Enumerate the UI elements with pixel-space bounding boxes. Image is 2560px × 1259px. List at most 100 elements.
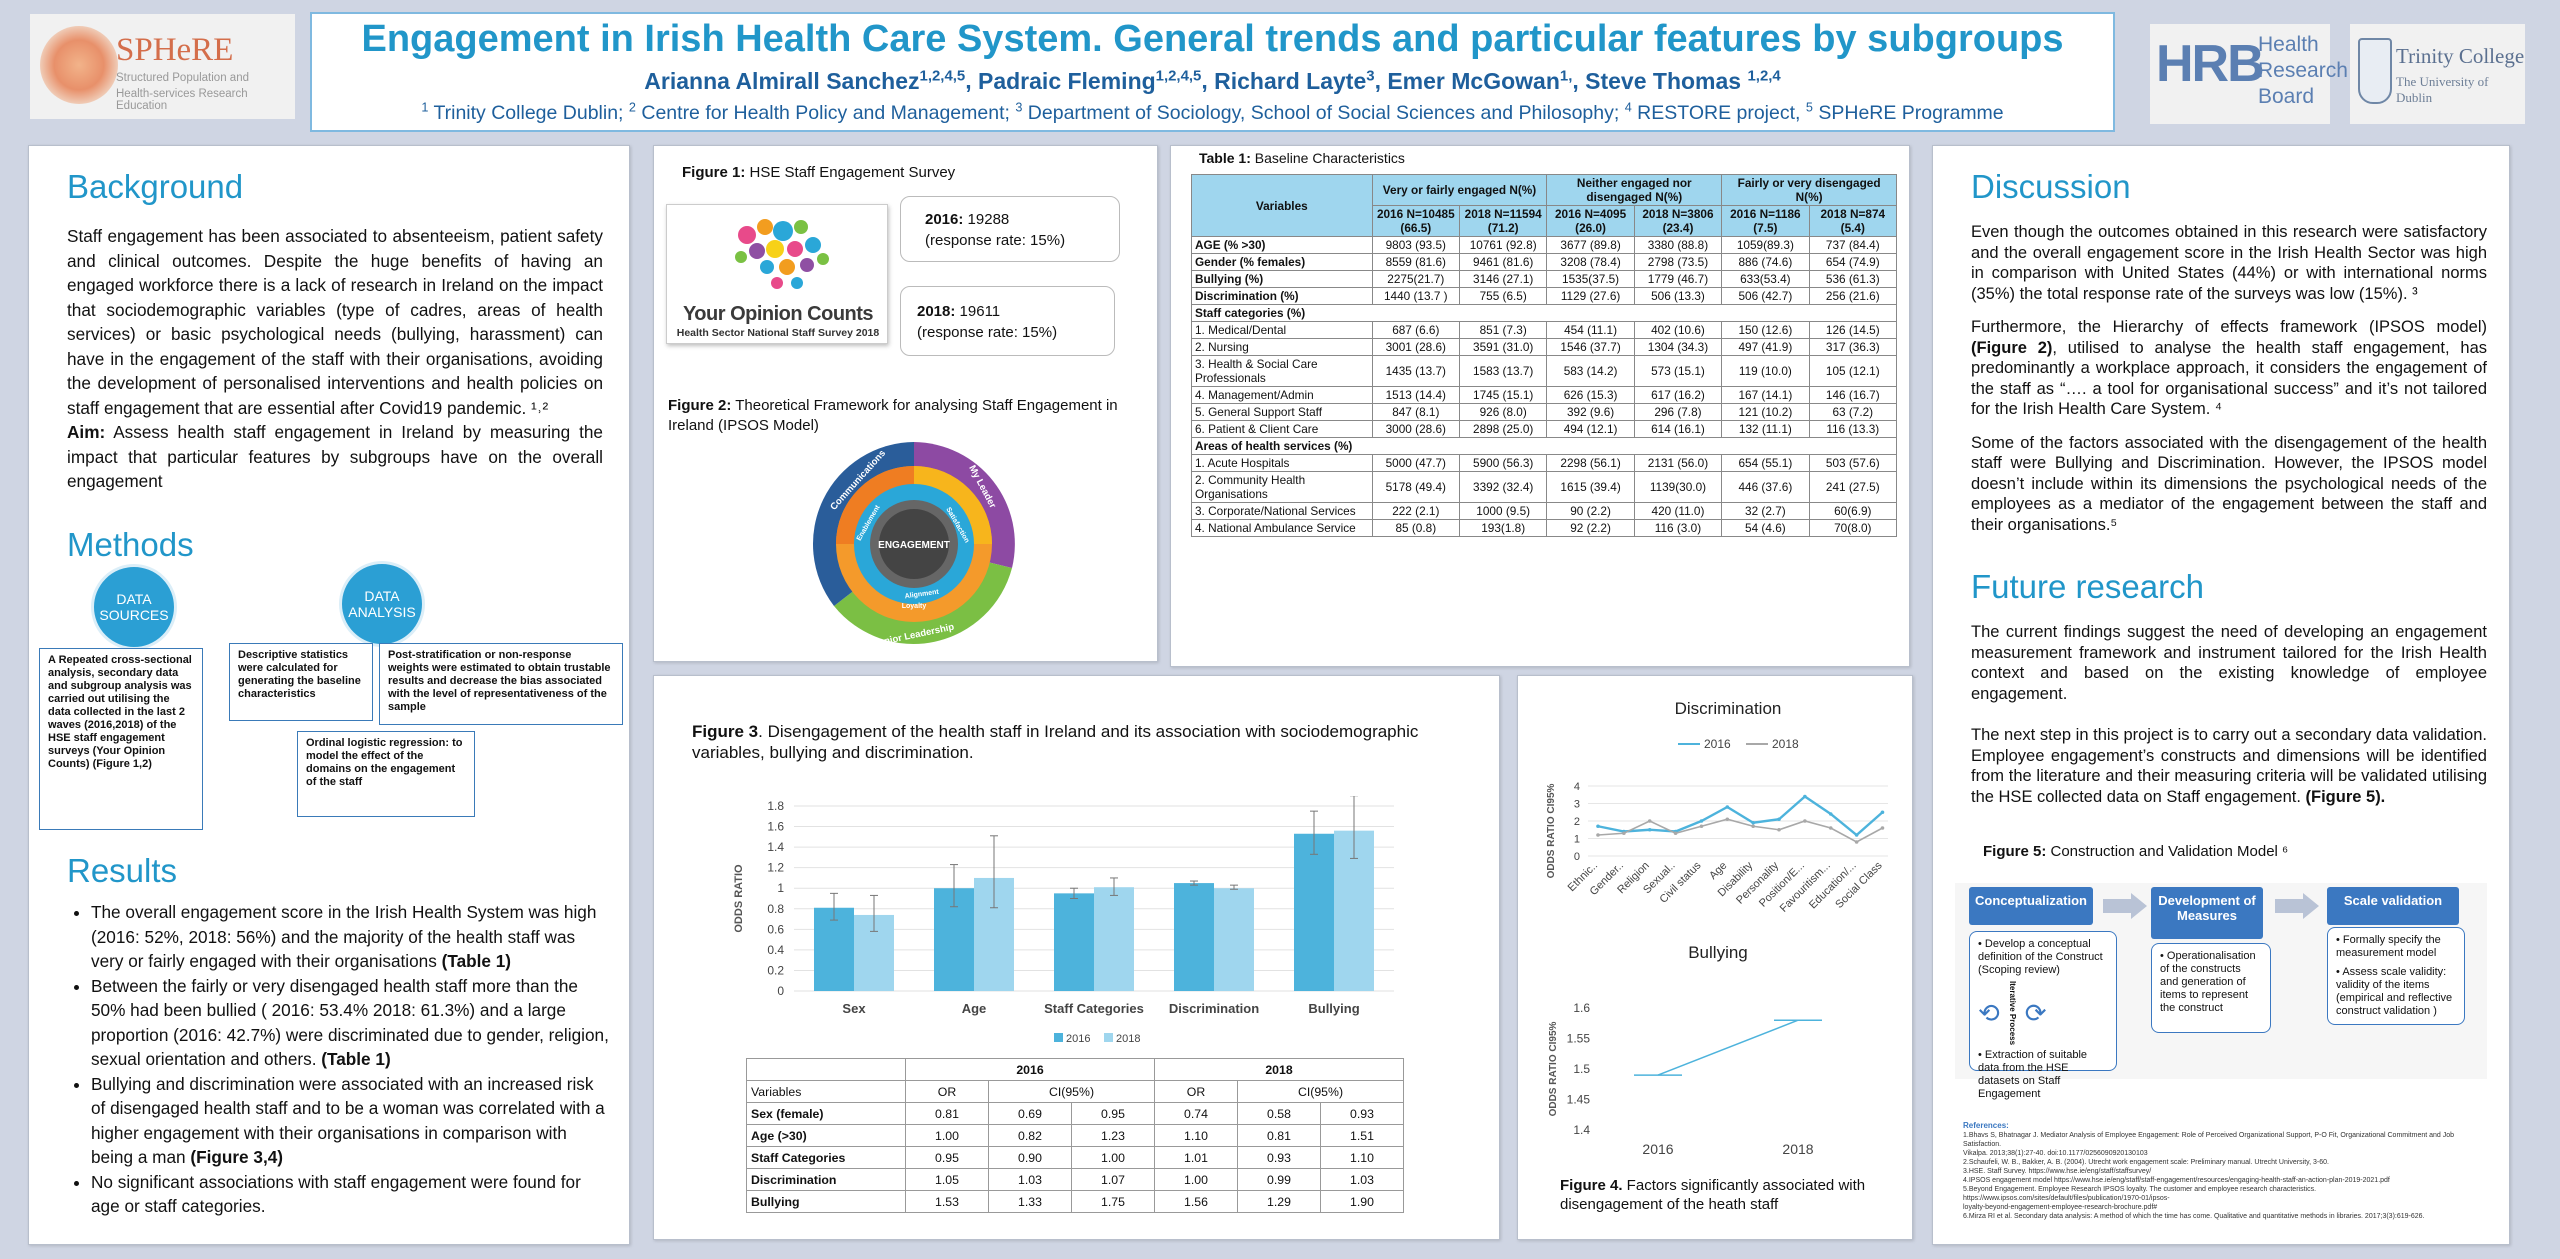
concept-item-2: • Extraction of suitable data from the H… [1978,1049,2088,1101]
results-list-wrap: The overall engagement score in the Iris… [69,900,609,1219]
fig3-cell: 1.07 [1071,1168,1155,1191]
table1-row-label: 4. National Ambulance Service [1191,519,1373,537]
conceptualization-box: • Develop a conceptual definition of the… [1969,931,2117,1100]
fig3-cell: 1.10 [1320,1146,1404,1169]
table1-cell: 8559 (81.6) [1371,253,1461,271]
tcd-crest-icon [2358,38,2392,104]
data-point [1751,824,1755,829]
bullying-line-chart: Bullying 1.4 1.45 1.5 1.55 1.6 ODDS RATIO CI95… [1548,943,1822,1157]
table1-cell: 687 (6.6) [1371,321,1461,339]
table1-cell: 2298 (56.1) [1546,454,1635,472]
table-row: 2. Community Health Organisations 5178 (4… [1191,471,1898,503]
y-tick-label: 3 [1574,799,1580,811]
fig3-cell: 0.69 [988,1102,1072,1125]
y-tick-label: 1.2 [767,861,784,875]
fig3-cell: 1.00 [1154,1168,1238,1191]
discussion-p2: Furthermore, the Hierarchy of effects fr… [1971,317,2487,420]
table1-cell: 9461 (81.6) [1458,253,1548,271]
reference-item: 1.Bhavs S, Bhatnagar J. Mediator Analysi… [1963,1132,2455,1148]
table1-text: Baseline Characteristics [1250,150,1405,166]
author-2: Richard Layte3 [1214,67,1374,94]
y-tick-label: 4 [1574,781,1580,793]
fig3-cell: 1.01 [1154,1146,1238,1169]
table-row: 5. General Support Staff 847 (8.1) 926 (8.… [1191,403,1898,421]
table1-cell: 446 (37.6) [1721,471,1810,503]
affiliation-3: 4 RESTORE project, [1624,100,1806,125]
table-row: Areas of health services (%) [1191,437,1897,455]
fig3-cell: 1.03 [1320,1168,1404,1191]
fig3-cell: 0.81 [1237,1124,1321,1147]
arrow-right-icon [2103,893,2147,919]
reference-item: 5.Beyond Engagement. Employee Research I… [1963,1186,2317,1202]
fig3-cell: 0.58 [1237,1102,1321,1125]
table1-cell: 2131 (56.0) [1633,454,1723,472]
table-row: 2. Nursing 3001 (28.6) 3591 (31.0) 1546 (37… [1191,338,1898,356]
table1-cell: 926 (8.0) [1458,403,1548,421]
affiliation-1: 2 Centre for Health Policy and Managemen… [629,101,1015,125]
table1-row-label: 2. Community Health Organisations [1191,471,1373,503]
your-opinion-counts-logo: Your Opinion Counts Health Sector Nation… [666,204,888,344]
data-point [1828,826,1833,830]
table1-row-label: Gender (% females) [1191,253,1373,271]
author-name: Emer McGowan [1387,67,1560,94]
figure2-label: Figure 2: [668,397,732,414]
results-bullet-ref: (Table 1) [441,951,512,971]
author-affil-sup: 1, [1559,67,1573,84]
affiliation-sup: 4 [1624,100,1632,115]
table1-cell: 222 (2.1) [1371,502,1461,520]
data-point [1699,824,1704,829]
reference-item: 2.Schaufeli, W. B., Bakker, A. B. (2004)… [1963,1159,2329,1166]
bar-2016-discrimination [1174,883,1214,991]
table1-row-label: AGE (% >30) [1191,236,1373,254]
fig3-cell: 1.03 [988,1168,1072,1191]
poster-title: Engagement in Irish Health Care System. … [361,18,2064,60]
table1-cell: 146 (16.7) [1808,386,1898,404]
table1-cell: 1059(89.3) [1721,236,1810,254]
series-line-bullying [1657,1019,1799,1076]
x-category-label: Sex [842,1001,866,1016]
data-sources-circle: DATA SOURCES [91,564,177,650]
legend-swatch [1104,1033,1113,1042]
table1-cell: 573 (15.1) [1633,355,1723,387]
table-row: Sex (female) 0.81 0.69 0.95 0.74 0.58 0.93 [746,1102,1404,1125]
affiliation-0: 1 Trinity College Dublin; [421,101,629,125]
table1-cell: 506 (13.3) [1633,287,1723,305]
figure2-caption: Figure 2: Theoretical Framework for anal… [668,396,1148,436]
table1-cell: 3000 (28.6) [1371,420,1461,438]
bar-2016-bullying [1294,833,1334,991]
figure5-text: Construction and Validation Model ⁶ [2046,843,2289,860]
sphere-tagline-2: Health-services Research Education [116,88,248,112]
affiliation-4: 5 SPHeRE Programme [1805,100,2004,125]
table1-cell: 847 (8.1) [1371,403,1461,421]
legend-label: 2018 [1772,737,1799,751]
table1-cell: 132 (11.1) [1721,420,1810,438]
y-axis-label: ODDS RATIO [733,864,745,933]
table1-cell: 5178 (49.4) [1371,471,1461,503]
results-bullet-text: No significant associations with staff e… [91,1171,581,1217]
table1-cell: 167 (14.1) [1721,386,1810,404]
affiliation-text: SPHeRE Programme [1818,102,2004,125]
data-point [1803,794,1807,799]
table1-cell: 10761 (92.8) [1458,236,1548,254]
table-row: Gender (% females) 8559 (81.6) 9461 (81.6)… [1191,253,1898,271]
validation-item-1-text: Formally specify the measurement model [2336,934,2441,959]
concept-item-2-text: Extraction of suitable data from the HSE… [1978,1049,2088,1101]
table1-row-label: Staff categories (%) [1191,304,1897,322]
table1-cell: 1304 (34.3) [1633,338,1723,356]
table1-row-label: 1. Acute Hospitals [1191,454,1373,472]
table1-cell: 2798 (73.5) [1633,253,1723,271]
table1-sub-header: 2018 N=3806 (23.4) [1633,205,1723,237]
bar-2018-staff-categories [1094,887,1134,991]
data-point [1777,817,1781,822]
background-heading: Background [67,168,244,205]
series-line-2016 [1597,794,1884,837]
figure4-text: Factors significantly associated with di… [1560,1177,1866,1213]
x-category-label: Age [1707,860,1729,882]
table-row: Staff categories (%) [1191,304,1897,322]
table1-row-label: 1. Medical/Dental [1191,321,1373,339]
table-row: 1. Medical/Dental 687 (6.6) 851 (7.3) 454 (… [1191,321,1898,339]
affiliation-sup: 5 [1805,100,1813,115]
legend-swatch [1054,1033,1063,1042]
survey-2016-year: 2016: [925,211,964,228]
future-p2-bold: (Figure 5). [2305,787,2386,806]
